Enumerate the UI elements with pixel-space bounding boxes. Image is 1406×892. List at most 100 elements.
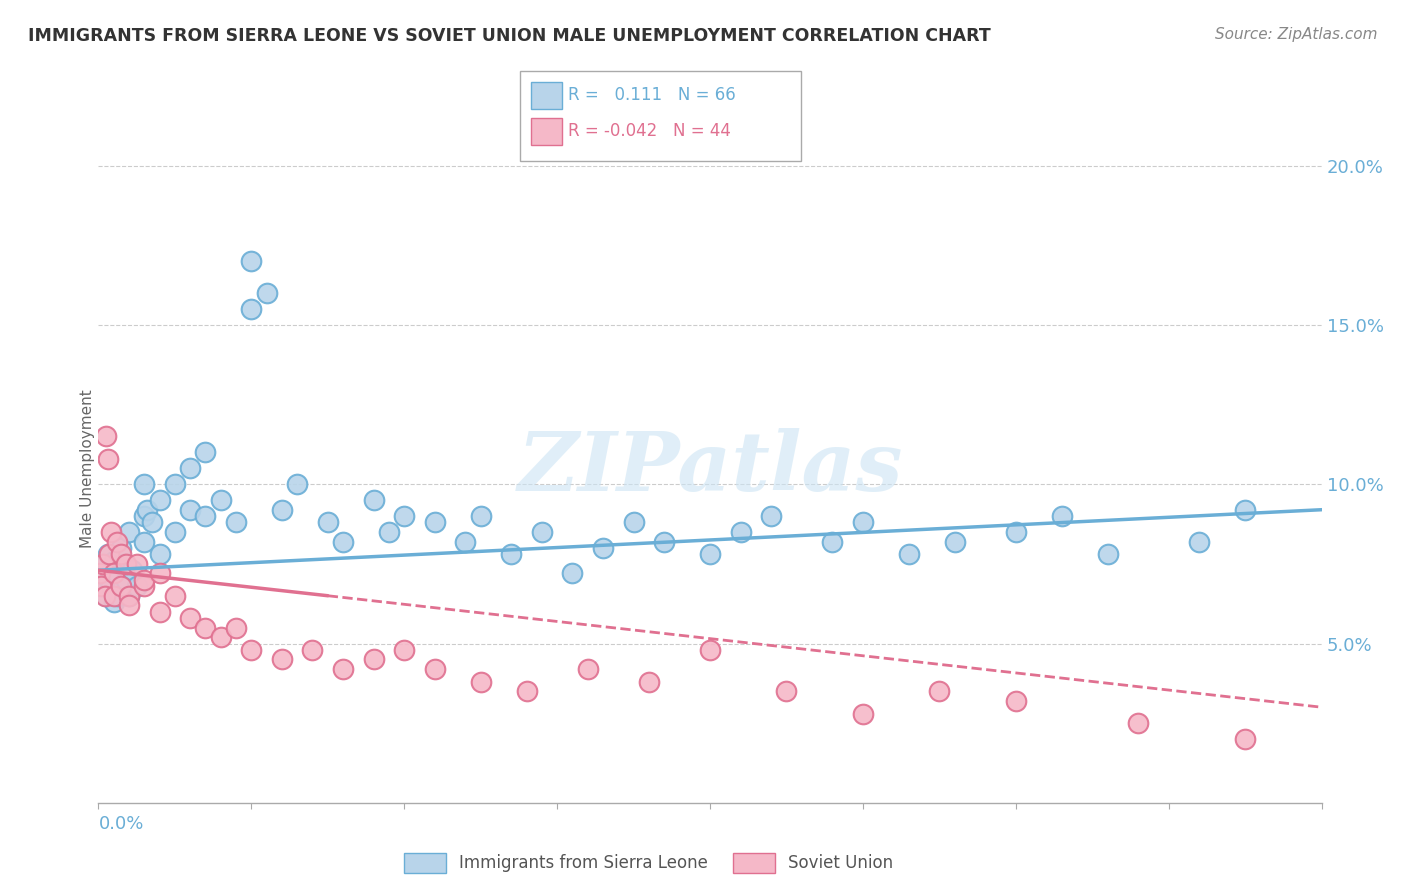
Point [209,493,232,508]
Point [652,534,675,549]
Point [149,547,172,561]
Y-axis label: Male Unemployment: Male Unemployment [80,389,94,548]
Point [163,477,186,491]
Point [103,566,125,581]
Point [134,477,156,491]
Point [94,429,117,443]
Point [454,534,477,549]
Point [1188,534,1211,549]
Point [91,557,114,571]
Point [121,563,143,577]
Point [897,547,920,561]
Point [136,502,159,516]
Text: R =   0.111   N = 66: R = 0.111 N = 66 [568,87,735,104]
Point [125,557,148,571]
Point [105,534,128,549]
Point [530,524,553,539]
Point [91,579,114,593]
Point [378,524,401,539]
Point [110,541,132,555]
Point [90,579,112,593]
Point [423,516,446,530]
Point [1004,524,1026,539]
Point [637,674,661,689]
Point [470,509,492,524]
Point [392,509,416,524]
Point [115,557,138,571]
Point [118,599,141,613]
Point [759,509,782,524]
Point [93,557,115,571]
Point [775,684,797,698]
Point [363,652,385,666]
Point [316,516,339,530]
Point [103,595,125,609]
Point [98,547,121,561]
Point [240,643,263,657]
Point [179,502,201,516]
Text: 0.0%: 0.0% [98,815,143,833]
Point [240,254,263,268]
Point [1097,547,1119,561]
Point [501,547,523,561]
Point [141,516,163,530]
Point [90,566,112,581]
Point [101,563,124,577]
Point [225,516,247,530]
Text: ZIPatlas: ZIPatlas [517,428,903,508]
Point [103,589,125,603]
Point [134,573,156,587]
Point [115,573,138,587]
Point [194,509,217,524]
Point [97,451,120,466]
Point [699,643,721,657]
Text: Source: ZipAtlas.com: Source: ZipAtlas.com [1215,27,1378,42]
Point [194,445,217,459]
Point [301,643,323,657]
Point [1234,732,1257,747]
Point [125,579,148,593]
Point [852,516,875,530]
Point [730,524,752,539]
Point [89,566,111,581]
Point [592,541,614,555]
Point [285,477,308,491]
Point [561,566,583,581]
Point [179,611,201,625]
Point [470,674,492,689]
Legend: Immigrants from Sierra Leone, Soviet Union: Immigrants from Sierra Leone, Soviet Uni… [396,845,901,881]
Point [112,557,135,571]
Point [110,579,132,593]
Point [111,579,134,593]
Text: R = -0.042   N = 44: R = -0.042 N = 44 [568,122,731,140]
Point [100,579,122,593]
Point [149,493,172,508]
Point [209,630,232,644]
Point [134,509,156,524]
Point [256,286,278,301]
Point [852,706,875,721]
Point [149,605,172,619]
Point [194,621,217,635]
Point [134,534,156,549]
Point [943,534,966,549]
Point [928,684,950,698]
Point [149,566,172,581]
Point [363,493,385,508]
Point [1050,509,1073,524]
Point [225,621,247,635]
Point [134,579,156,593]
Point [163,524,186,539]
Point [100,524,122,539]
Point [699,547,721,561]
Point [118,589,141,603]
Point [105,566,128,581]
Point [98,573,121,587]
Point [332,662,354,676]
Point [392,643,416,657]
Point [103,554,125,568]
Point [94,589,117,603]
Point [821,534,844,549]
Point [576,662,599,676]
Point [623,516,645,530]
